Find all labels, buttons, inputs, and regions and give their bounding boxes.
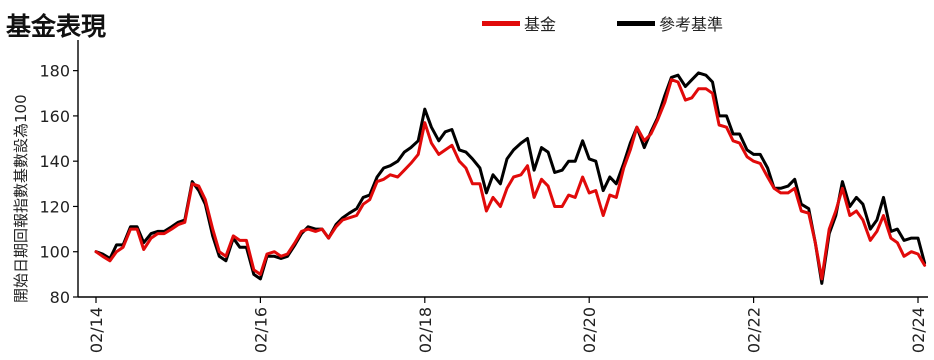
x-tick-label: 02/16 xyxy=(251,307,270,353)
y-tick-label: 100 xyxy=(39,243,70,262)
y-tick-label: 80 xyxy=(50,288,70,307)
x-tick-label: 02/14 xyxy=(87,307,106,353)
x-tick-label: 02/20 xyxy=(580,307,599,353)
series-line-benchmark xyxy=(94,71,927,285)
x-tick-label: 02/18 xyxy=(416,307,435,353)
y-tick-label: 160 xyxy=(39,107,70,126)
legend-label-fund: 基金 xyxy=(524,15,557,34)
series-line-fund xyxy=(94,78,927,281)
y-tick-label: 140 xyxy=(39,152,70,171)
legend-swatch-fund xyxy=(482,20,520,26)
y-tick-label: 180 xyxy=(39,62,70,81)
chart-title: 基金表現 xyxy=(6,12,107,41)
legend-swatch-benchmark xyxy=(617,20,655,26)
x-tick-label: 02/22 xyxy=(745,307,764,353)
legend-item-benchmark: 參考基準 xyxy=(617,11,723,35)
legend-item-fund: 基金 xyxy=(482,11,556,35)
x-tick-label: 02/24 xyxy=(909,307,928,353)
y-tick-label: 120 xyxy=(39,197,70,216)
legend-label-benchmark: 參考基準 xyxy=(659,15,724,34)
